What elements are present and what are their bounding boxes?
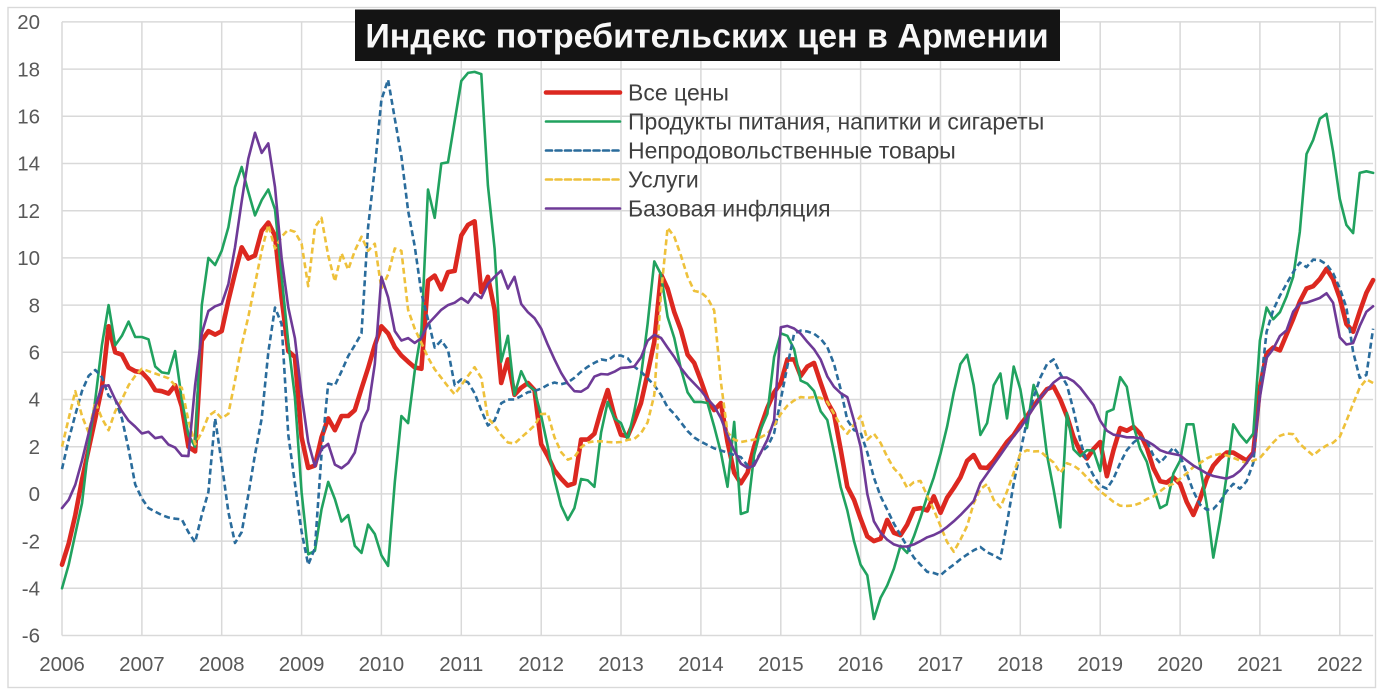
svg-text:4: 4 xyxy=(29,389,40,412)
svg-text:6: 6 xyxy=(29,342,40,365)
svg-text:-6: -6 xyxy=(22,625,40,648)
svg-text:2018: 2018 xyxy=(997,653,1043,676)
svg-text:0: 0 xyxy=(29,483,40,506)
svg-text:12: 12 xyxy=(17,200,40,223)
svg-text:2012: 2012 xyxy=(518,653,564,676)
svg-text:2022: 2022 xyxy=(1317,653,1363,676)
svg-text:20: 20 xyxy=(17,11,40,34)
svg-text:2021: 2021 xyxy=(1237,653,1283,676)
svg-text:Услуги: Услуги xyxy=(628,167,699,193)
svg-text:2006: 2006 xyxy=(39,653,85,676)
svg-text:2016: 2016 xyxy=(838,653,884,676)
svg-text:-2: -2 xyxy=(22,530,40,553)
svg-text:2: 2 xyxy=(29,436,40,459)
svg-text:2014: 2014 xyxy=(678,653,724,676)
svg-text:-4: -4 xyxy=(22,578,40,601)
svg-text:2020: 2020 xyxy=(1157,653,1203,676)
svg-text:Все цены: Все цены xyxy=(628,80,729,106)
svg-text:2008: 2008 xyxy=(199,653,245,676)
svg-text:2011: 2011 xyxy=(439,653,483,676)
svg-text:18: 18 xyxy=(17,58,40,81)
svg-text:14: 14 xyxy=(17,153,40,176)
svg-text:2013: 2013 xyxy=(598,653,644,676)
svg-text:Непродовольственные товары: Непродовольственные товары xyxy=(628,138,956,164)
svg-text:2007: 2007 xyxy=(119,653,165,676)
svg-text:2015: 2015 xyxy=(758,653,804,676)
svg-text:10: 10 xyxy=(17,247,40,270)
svg-text:8: 8 xyxy=(29,294,40,317)
svg-text:2009: 2009 xyxy=(279,653,325,676)
svg-text:Продукты питания, напитки и си: Продукты питания, напитки и сигареты xyxy=(628,109,1044,135)
svg-text:16: 16 xyxy=(17,106,40,129)
svg-text:Базовая инфляция: Базовая инфляция xyxy=(628,196,831,222)
svg-text:Индекс потребительских цен в А: Индекс потребительских цен в Армении xyxy=(365,18,1048,56)
svg-text:2019: 2019 xyxy=(1077,653,1123,676)
svg-text:2017: 2017 xyxy=(918,653,964,676)
svg-text:2010: 2010 xyxy=(359,653,405,676)
